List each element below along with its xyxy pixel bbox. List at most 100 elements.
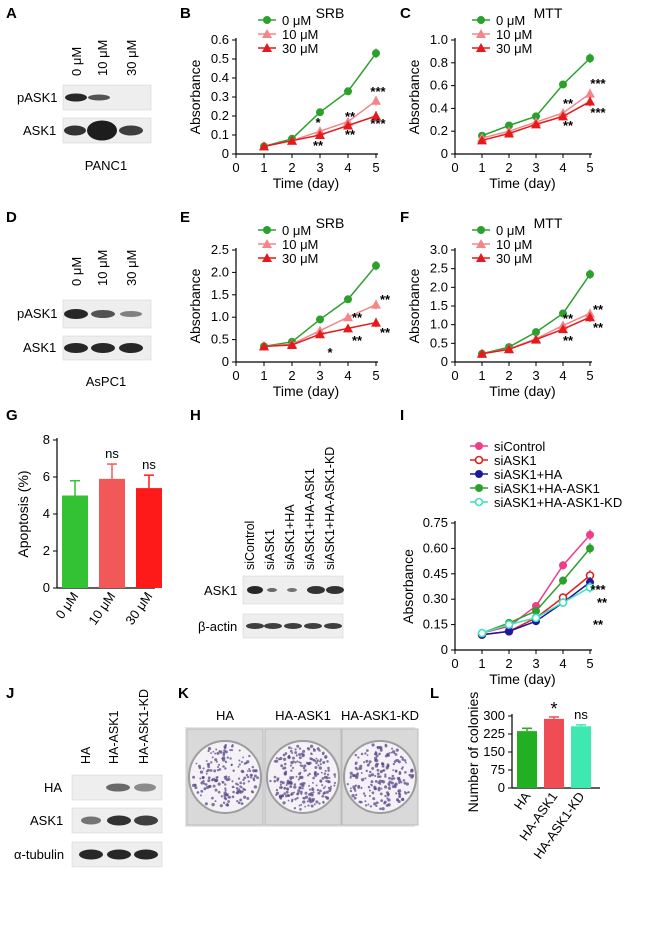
colony (346, 782, 349, 786)
data-point (531, 119, 541, 129)
significance-mark: *** (590, 105, 606, 120)
colony (204, 783, 208, 786)
y-tick-label: 0.2 (430, 123, 448, 138)
panel-label-B: B (180, 5, 191, 22)
colony (293, 785, 297, 789)
colony (207, 765, 211, 768)
colony (225, 775, 228, 778)
colony (287, 799, 290, 802)
data-point (477, 628, 487, 638)
colony (285, 784, 288, 786)
lane-label: siASK1+HA-ASK1 (303, 468, 317, 570)
colony (298, 804, 301, 807)
colony (322, 786, 325, 790)
colony (349, 776, 352, 779)
colony (297, 789, 301, 793)
significance-mark: ** (593, 617, 604, 632)
colony (194, 783, 197, 786)
bar (571, 726, 591, 788)
colony (319, 789, 322, 793)
colony (324, 769, 327, 773)
significance-mark: *** (370, 84, 386, 99)
x-tick-label: 4 (344, 160, 351, 175)
legend-label: 0 μM (282, 223, 311, 238)
colony (355, 793, 358, 797)
bar (136, 488, 162, 588)
colony (359, 800, 363, 804)
data-point (371, 95, 381, 105)
category-label: 0 μM (52, 589, 81, 621)
chart-I: 0 1 2 3 4 5 0 0.15 0.30 0.45 0.60 0.75 Time (day) Abs… (400, 439, 622, 687)
significance-mark: ** (563, 311, 574, 326)
colony (388, 776, 391, 780)
x-tick-label: 5 (586, 656, 593, 671)
legend-label: 10 μM (282, 27, 318, 42)
data-point (558, 598, 568, 607)
legend-marker (262, 29, 272, 38)
colony (222, 765, 225, 768)
y-axis-label: Absorbance (400, 549, 416, 624)
colony (295, 754, 298, 757)
colony (214, 758, 218, 762)
bar (62, 495, 88, 588)
colony (396, 798, 399, 802)
band (304, 623, 322, 629)
y-tick-label: 2.5 (430, 261, 448, 276)
y-tick-label: 0.15 (423, 617, 448, 632)
colony (353, 787, 356, 791)
colony (226, 793, 229, 797)
colony (283, 772, 287, 776)
band (107, 849, 131, 860)
colony (391, 774, 395, 778)
colony (359, 764, 363, 768)
colony (232, 769, 235, 772)
chart-F: 0 1 2 3 4 5 0 0.5 1.0 1.5 2.0 2.5 3.0 Time (day) Absor… (406, 215, 604, 399)
colony (349, 771, 353, 775)
x-tick-label: 3 (316, 368, 323, 383)
data-point (477, 348, 487, 358)
colony (205, 760, 208, 762)
colony (365, 749, 369, 752)
band (134, 815, 158, 826)
data-point (344, 295, 352, 304)
y-tick-label: 0 (441, 354, 448, 369)
significance-mark: ** (313, 138, 324, 153)
data-point (585, 583, 595, 592)
colony (236, 789, 240, 793)
colony (366, 763, 370, 767)
legend-marker (477, 16, 485, 24)
colony (408, 773, 412, 777)
legend-marker (475, 470, 483, 478)
panel-label-K: K (178, 685, 189, 702)
colony (326, 760, 329, 763)
data-point (315, 130, 325, 139)
colony (367, 803, 370, 806)
colony (371, 766, 375, 770)
panel-label-I: I (400, 407, 404, 424)
colony (360, 752, 364, 756)
colony (215, 748, 218, 751)
y-tick-label: 2 (43, 543, 50, 558)
band (287, 588, 297, 592)
data-point (559, 561, 567, 570)
colony (401, 758, 405, 761)
plate-label: HA-ASK1 (275, 708, 331, 723)
colony (292, 756, 295, 760)
colony (309, 744, 314, 748)
legend-label: 30 μM (282, 251, 318, 266)
colony (308, 797, 312, 801)
colony (397, 790, 400, 793)
legend-label: siASK1+HA-ASK1 (494, 481, 600, 496)
colony (398, 781, 401, 784)
x-tick-label: 0 (232, 368, 239, 383)
band (88, 94, 110, 101)
colony (369, 805, 373, 808)
colony (235, 787, 239, 790)
colony (304, 805, 307, 808)
colony (355, 775, 359, 780)
colony (205, 785, 209, 790)
significance-mark: ** (352, 310, 363, 325)
band (119, 343, 143, 353)
colony (299, 807, 302, 811)
lane-label: siControl (243, 521, 257, 570)
